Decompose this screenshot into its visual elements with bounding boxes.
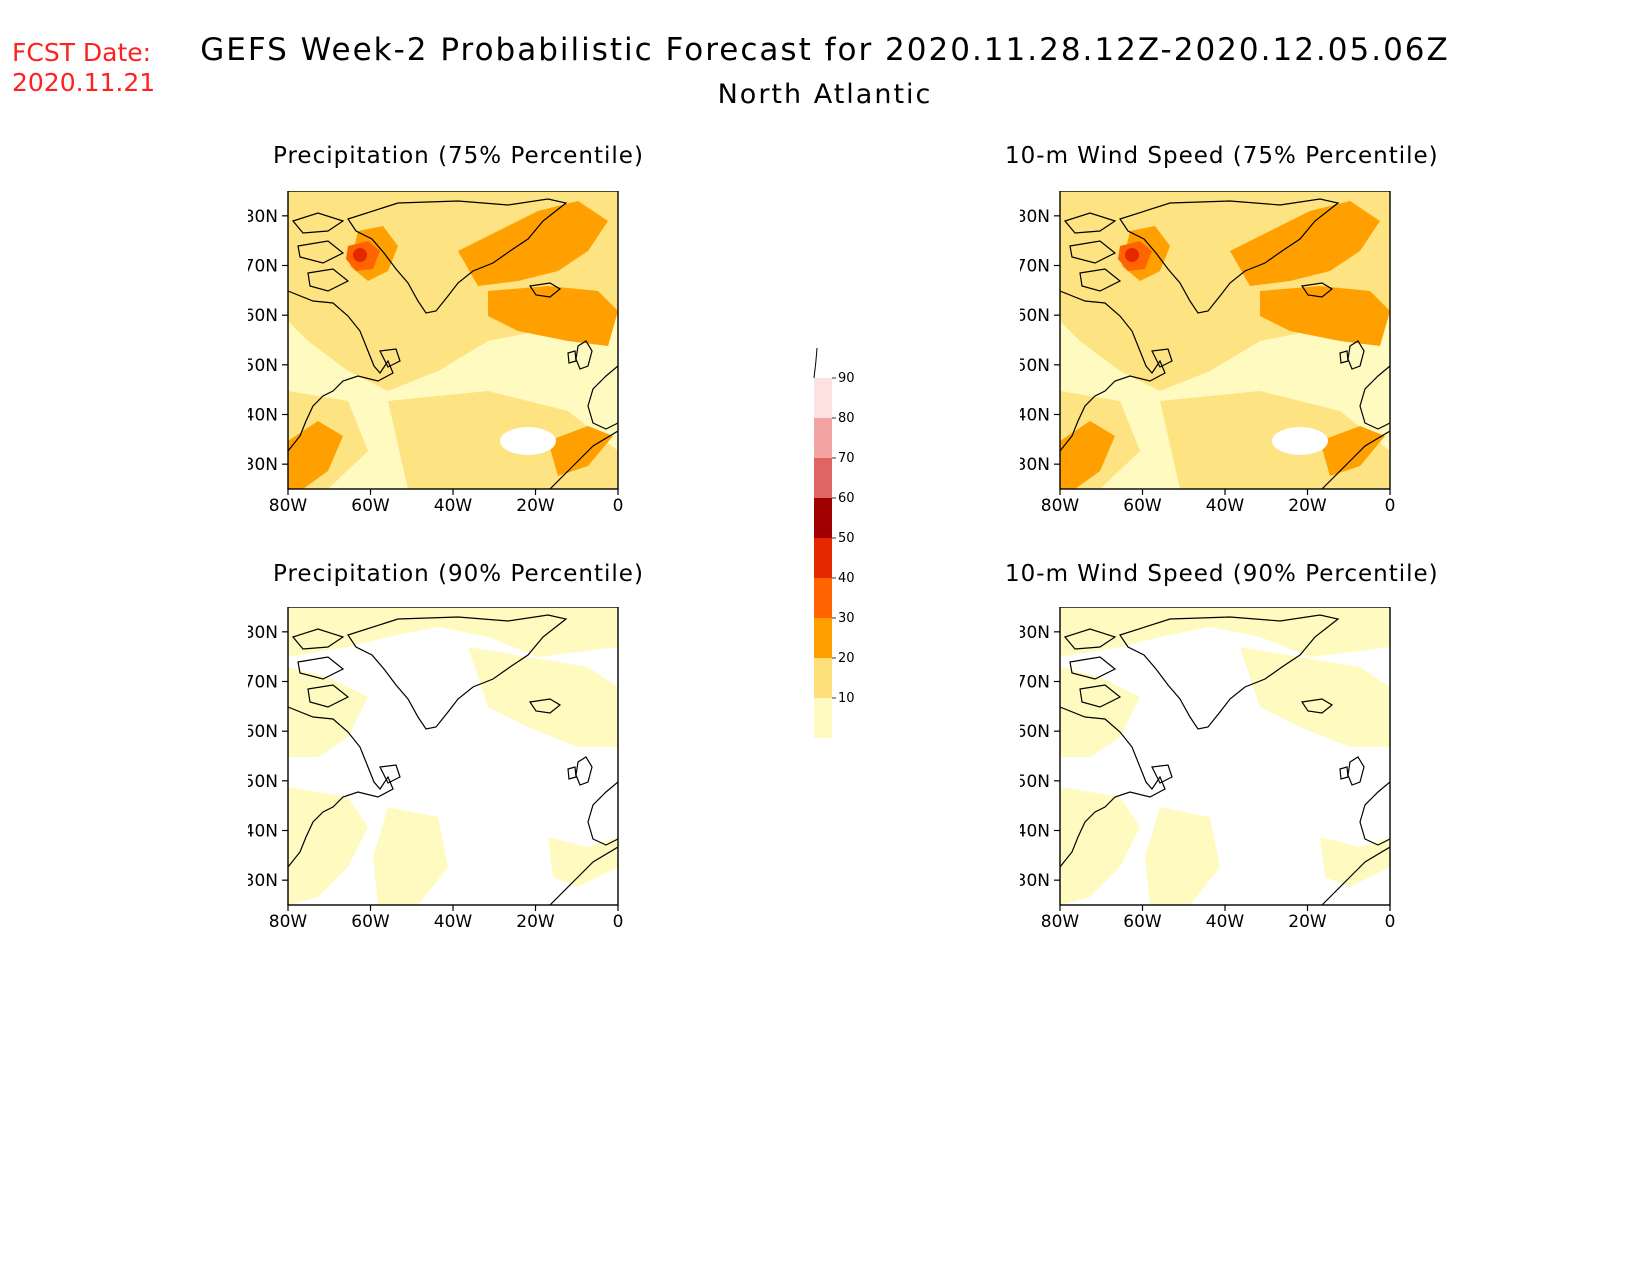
precip-90-map: 80N 70N 60N 50N 40N 30N 80W 60W 40W 20W 0 (244, 606, 628, 941)
lon-tick-label: 40W (434, 496, 473, 516)
map-svg: 80N 70N 60N 50N 40N 30N 80W 60W 40W 20W 0 (1016, 606, 1396, 932)
colorbar-label: 90 (838, 371, 855, 386)
lat-tick-label: 30N (1020, 871, 1050, 891)
lon-tick-label: 20W (516, 496, 555, 516)
lon-tick-label: 80W (1041, 496, 1080, 516)
lat-tick-label: 50N (248, 772, 278, 792)
lat-tick-label: 40N (248, 822, 278, 842)
forecast-date-block: FCST Date: 2020.11.21 (12, 38, 155, 98)
lat-tick-label: 70N (248, 673, 278, 693)
lat-tick-label: 50N (1020, 356, 1050, 376)
map-svg: 80N 70N 60N 50N 40N 30N 80W 60W 40W 20W 0 (1016, 190, 1396, 516)
lon-tick-label: 20W (1288, 496, 1327, 516)
precip-75-map: 80N 70N 60N 50N 40N 30N 80W 60W 40W 20W 0 (244, 190, 628, 525)
forecast-date-value: 2020.11.21 (12, 68, 156, 97)
panel-title-wind-75: 10-m Wind Speed (75% Percentile) (1005, 143, 1439, 169)
lat-tick-label: 70N (1020, 673, 1050, 693)
lat-tick-label: 60N (248, 722, 278, 742)
region-subtitle: North Atlantic (717, 79, 933, 110)
lat-tick-label: 70N (1020, 257, 1050, 277)
lon-tick-label: 0 (613, 496, 624, 516)
lat-tick-label: 50N (1020, 772, 1050, 792)
lon-tick-label: 40W (1206, 912, 1245, 932)
colorbar-segment (814, 618, 832, 658)
colorbar-label: 60 (838, 491, 855, 506)
colorbar-label: 10 (838, 691, 855, 706)
lon-tick-label: 80W (1041, 912, 1080, 932)
colorbar-segment (814, 458, 832, 498)
wind-90-map: 80N 70N 60N 50N 40N 30N 80W 60W 40W 20W 0 (1016, 606, 1400, 941)
wind-75-map: 80N 70N 60N 50N 40N 30N 80W 60W 40W 20W 0 (1016, 190, 1400, 525)
lat-tick-label: 40N (1020, 822, 1050, 842)
colorbar-label: 40 (838, 571, 855, 586)
colorbar-svg: 90 80 70 60 50 40 30 20 10 (813, 347, 855, 777)
lon-tick-label: 20W (1288, 912, 1327, 932)
panel-title-precip-75: Precipitation (75% Percentile) (273, 143, 644, 169)
lon-tick-label: 80W (269, 496, 308, 516)
lat-tick-label: 40N (1020, 406, 1050, 426)
lon-tick-label: 0 (613, 912, 624, 932)
lat-tick-label: 80N (248, 207, 278, 227)
lon-tick-label: 20W (516, 912, 555, 932)
lon-tick-label: 80W (269, 912, 308, 932)
colorbar-label: 80 (838, 411, 855, 426)
lon-tick-label: 0 (1385, 496, 1396, 516)
colorbar-segment (814, 578, 832, 618)
lon-tick-label: 40W (434, 912, 473, 932)
colorbar-label: 50 (838, 531, 855, 546)
colorbar-label: 70 (838, 451, 855, 466)
lat-tick-label: 70N (248, 257, 278, 277)
lat-tick-label: 80N (1020, 207, 1050, 227)
colorbar-segment (814, 418, 832, 458)
lat-tick-label: 60N (1020, 722, 1050, 742)
panel-title-wind-90: 10-m Wind Speed (90% Percentile) (1005, 561, 1439, 587)
lat-tick-label: 60N (1020, 306, 1050, 326)
panel-title-precip-90: Precipitation (90% Percentile) (273, 561, 644, 587)
map-svg: 80N 70N 60N 50N 40N 30N 80W 60W 40W 20W 0 (244, 606, 624, 932)
colorbar-segment (814, 538, 832, 578)
map-svg: 80N 70N 60N 50N 40N 30N 80W 60W 40W 20W 0 (244, 190, 624, 516)
lat-tick-label: 30N (248, 455, 278, 475)
colorbar-segment (814, 698, 832, 738)
lat-tick-label: 50N (248, 356, 278, 376)
lon-tick-label: 40W (1206, 496, 1245, 516)
colorbar-label: 20 (838, 651, 855, 666)
colorbar: 90 80 70 60 50 40 30 20 10 (810, 338, 870, 777)
lon-tick-label: 60W (351, 912, 390, 932)
lon-tick-label: 0 (1385, 912, 1396, 932)
colorbar-segment (814, 378, 832, 418)
lat-tick-label: 40N (248, 406, 278, 426)
lat-tick-label: 30N (248, 871, 278, 891)
lat-tick-label: 30N (1020, 455, 1050, 475)
lon-tick-label: 60W (1123, 496, 1162, 516)
lat-tick-label: 80N (248, 623, 278, 643)
colorbar-label: 30 (838, 611, 855, 626)
page-title: GEFS Week-2 Probabilistic Forecast for 2… (200, 32, 1450, 68)
lon-tick-label: 60W (351, 496, 390, 516)
lon-tick-label: 60W (1123, 912, 1162, 932)
colorbar-segment (814, 658, 832, 698)
lat-tick-label: 60N (248, 306, 278, 326)
forecast-date-label: FCST Date: (12, 38, 152, 67)
colorbar-segment (814, 498, 832, 538)
lat-tick-label: 80N (1020, 623, 1050, 643)
